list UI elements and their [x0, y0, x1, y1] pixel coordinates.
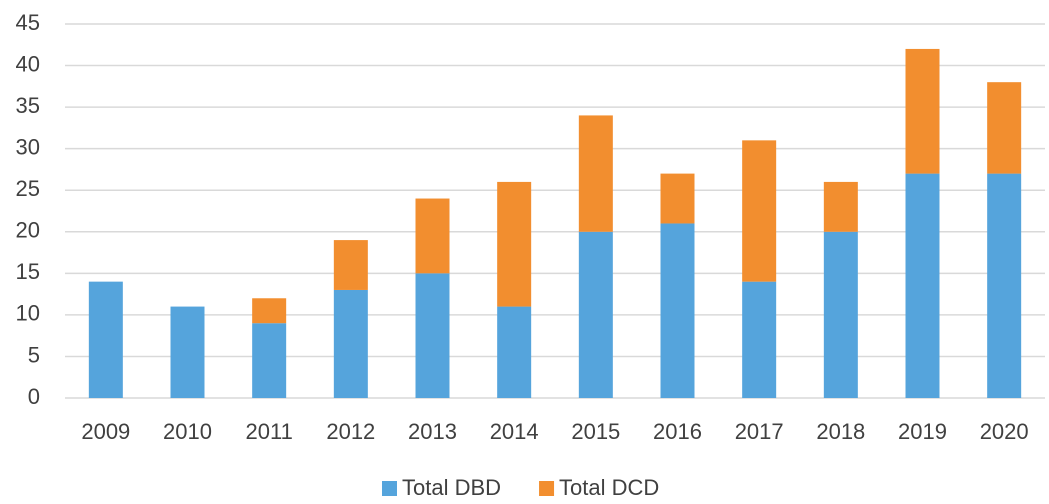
x-tick-label: 2015	[571, 419, 620, 444]
bar-segment	[415, 273, 450, 398]
y-tick-label: 0	[28, 384, 40, 409]
bar-segment	[88, 281, 123, 398]
x-tick-label: 2009	[81, 419, 130, 444]
legend-swatch	[382, 481, 397, 496]
bar-segment	[823, 231, 858, 398]
x-tick-label: 2013	[408, 419, 457, 444]
x-tick-label: 2019	[898, 419, 947, 444]
bar-segment	[905, 173, 940, 398]
bar-segment	[823, 181, 858, 232]
x-tick-label: 2020	[980, 419, 1029, 444]
bar-segment	[497, 181, 532, 307]
y-tick-label: 25	[16, 176, 40, 201]
y-tick-label: 10	[16, 301, 40, 326]
x-tick-label: 2012	[326, 419, 375, 444]
x-tick-label: 2018	[816, 419, 865, 444]
x-tick-label: 2011	[246, 419, 293, 444]
x-tick-label: 2014	[490, 419, 539, 444]
y-tick-label: 35	[16, 93, 40, 118]
x-tick-label: 2016	[653, 419, 702, 444]
bar-segment	[578, 115, 613, 232]
legend-swatch	[539, 481, 555, 496]
y-tick-label: 20	[16, 218, 40, 243]
y-tick-label: 5	[28, 342, 40, 367]
bar-segment	[252, 298, 287, 324]
bar-segment	[170, 306, 205, 398]
bar-segment	[987, 173, 1022, 398]
x-tick-label: 2017	[735, 419, 784, 444]
bar-segment	[660, 173, 695, 224]
bar-segment	[497, 306, 532, 398]
x-tick-label: 2010	[163, 419, 212, 444]
y-tick-label: 40	[16, 51, 40, 76]
bar-segment	[905, 48, 940, 174]
bar-segment	[252, 323, 287, 398]
bar-segment	[660, 223, 695, 398]
legend-label: Total DBD	[402, 475, 501, 499]
bar-segment	[578, 231, 613, 398]
bar-segment	[415, 198, 450, 274]
bar-segment	[742, 281, 777, 398]
bar-segment	[333, 289, 368, 398]
bar-segment	[742, 140, 777, 282]
y-tick-label: 45	[16, 10, 40, 35]
legend-label: Total DCD	[559, 475, 659, 499]
y-tick-label: 30	[16, 134, 40, 159]
bar-segment	[333, 240, 368, 290]
y-tick-label: 15	[16, 259, 40, 284]
bar-segment	[987, 82, 1022, 174]
